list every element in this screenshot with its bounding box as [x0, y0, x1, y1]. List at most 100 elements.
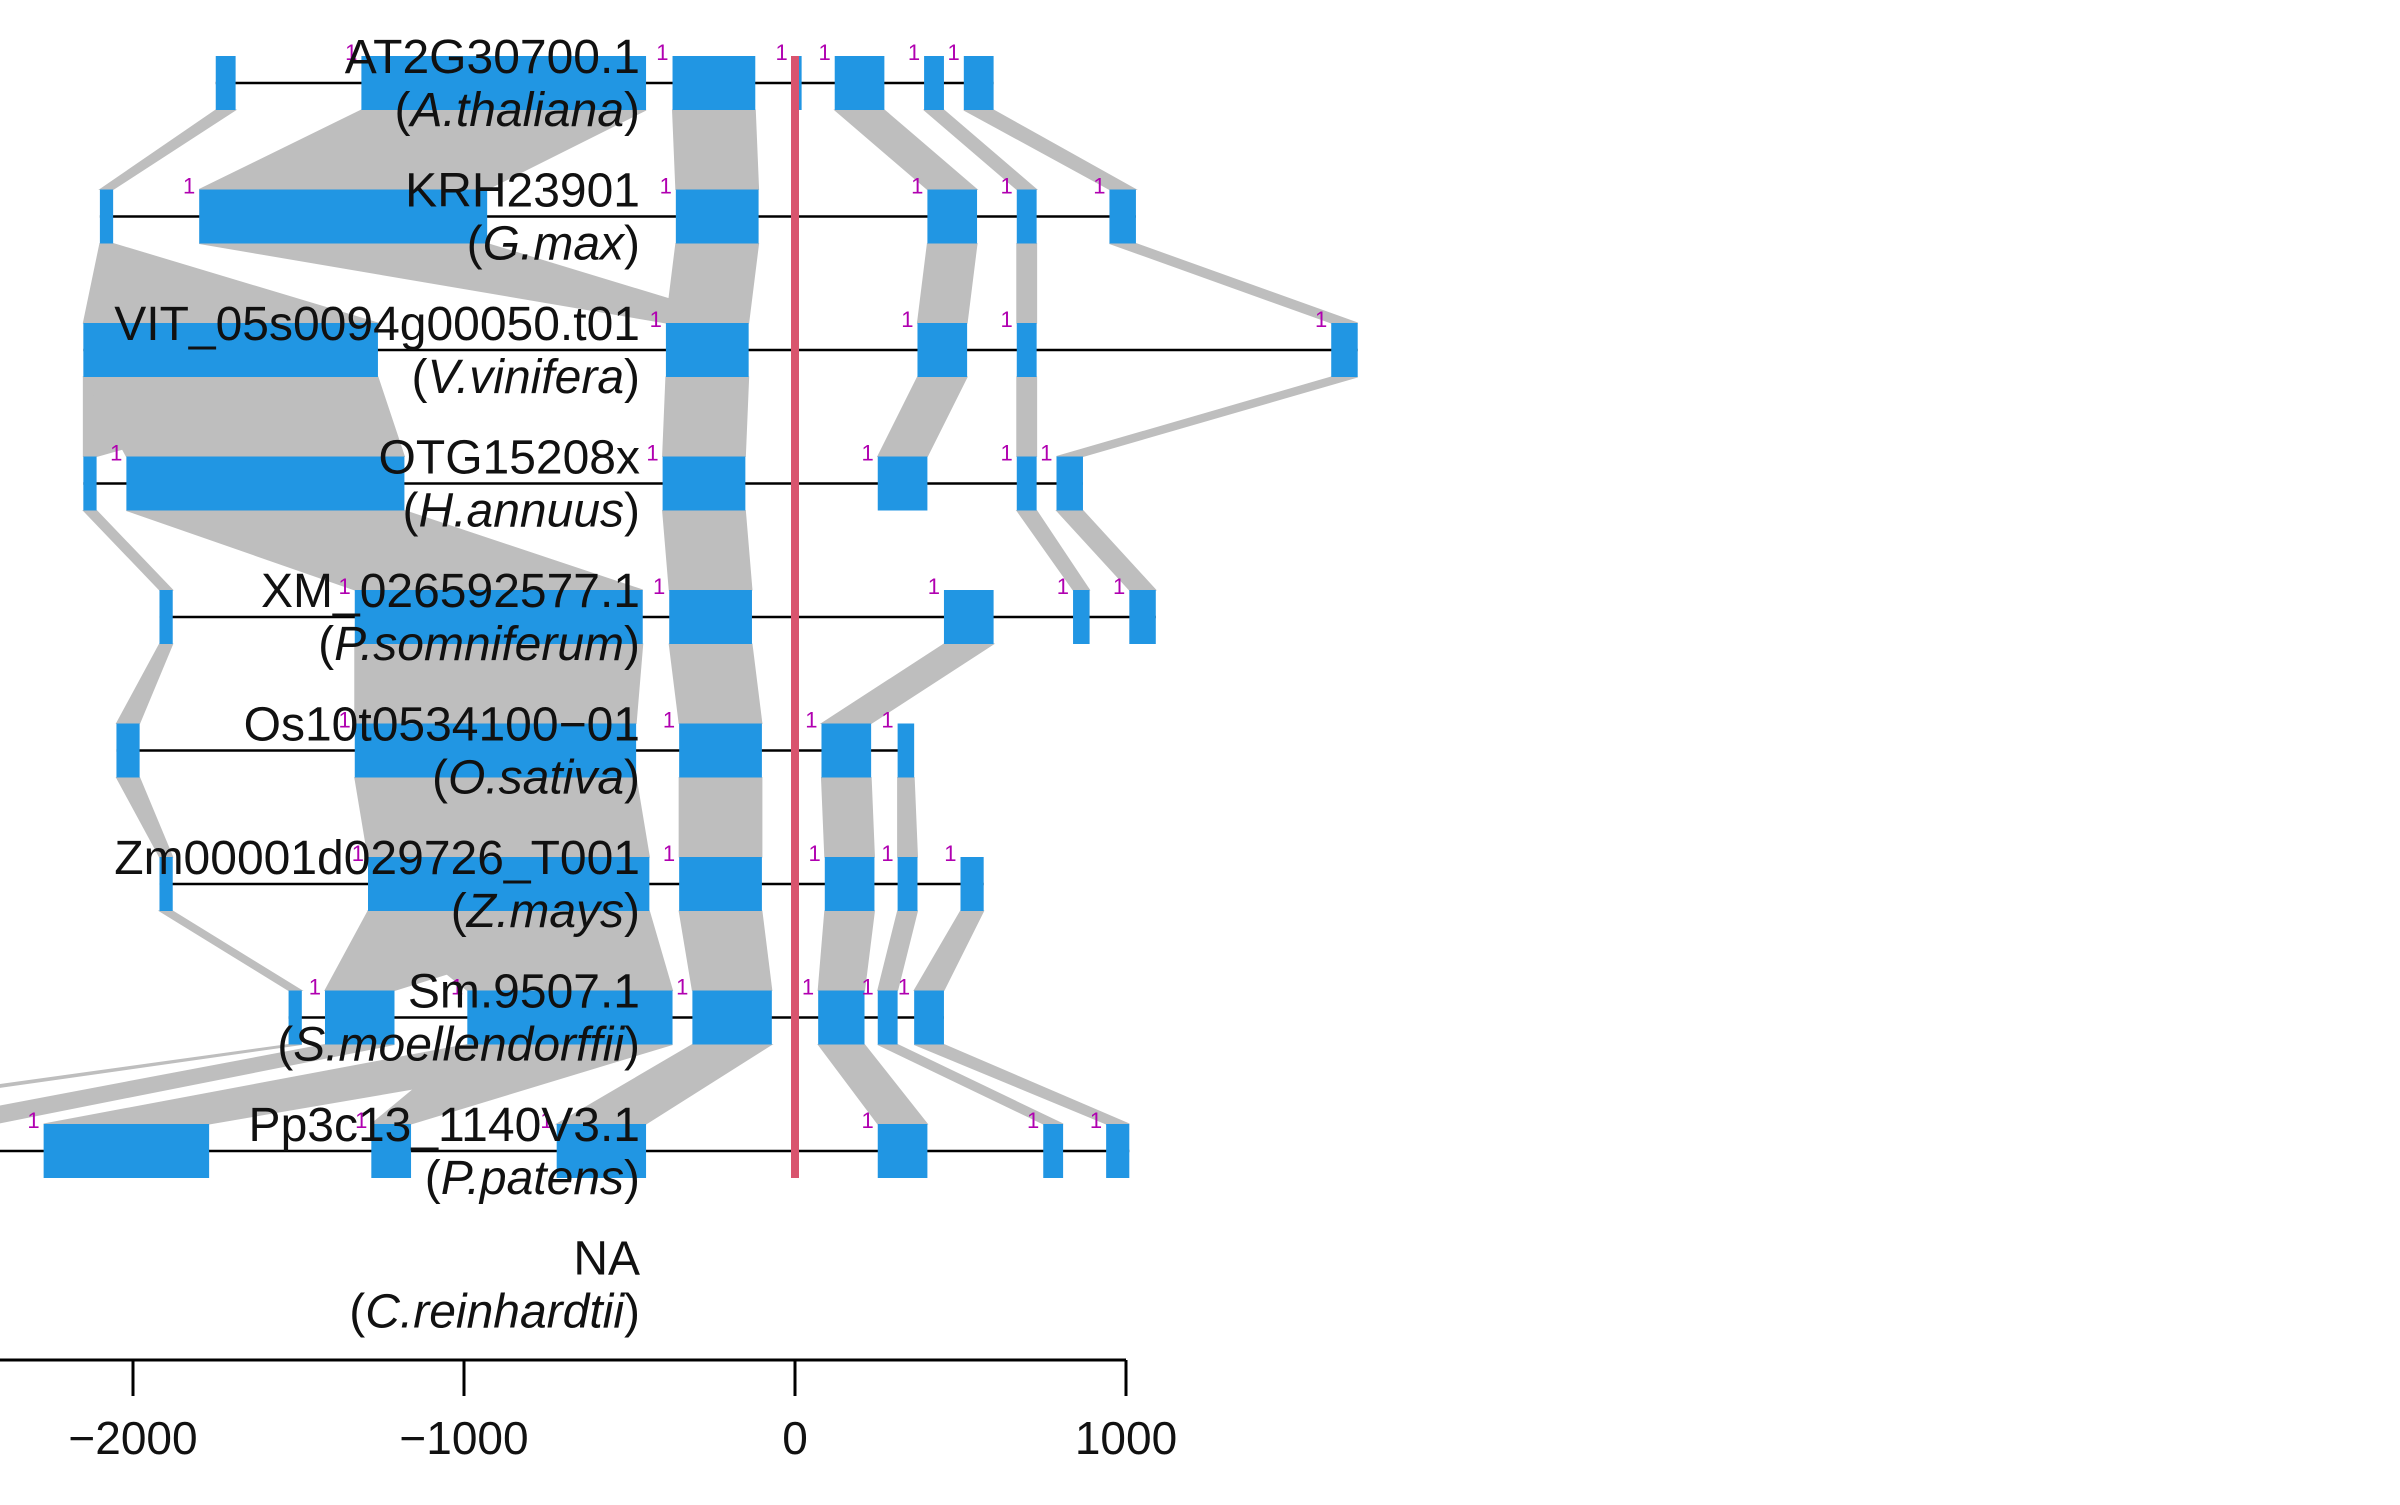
exon-block	[669, 590, 752, 644]
intron-phase-label: 1	[802, 975, 814, 1000]
homology-band	[1016, 376, 1038, 457]
intron-phase-label: 1	[663, 841, 675, 866]
homology-band	[820, 777, 875, 858]
exon-block	[368, 857, 650, 911]
homology-band	[913, 910, 985, 991]
gene-name-label: XM_026592577.1	[261, 565, 640, 618]
exon-block	[1331, 323, 1358, 377]
intron-phase-label: 1	[898, 975, 910, 1000]
intron-phase-label: 1	[1040, 441, 1052, 466]
species-label: (P.patens)	[425, 1152, 640, 1205]
homology-band	[98, 109, 238, 190]
exon-block	[675, 189, 759, 244]
gene-name-label: NA	[573, 1233, 640, 1286]
intron-phase-label: 1	[650, 307, 662, 332]
exon-block	[665, 323, 749, 377]
intron-phase-label: 1	[352, 841, 364, 866]
gene-labels: AT2G30700.1(A.thaliana) KRH23901(G.max) VI…	[114, 31, 640, 1339]
homology-band	[1016, 243, 1038, 324]
exon-block	[692, 990, 772, 1045]
axis-tick-label: 0	[782, 1412, 808, 1464]
exon-block	[960, 857, 984, 911]
intron-phase-label: 1	[345, 40, 357, 65]
exon-block	[83, 456, 97, 511]
species-label: (C.reinhardtii)	[349, 1286, 640, 1339]
axis-tick-label: −1000	[399, 1412, 528, 1464]
exon-block	[361, 56, 647, 110]
intron-phase-label: 1	[881, 841, 893, 866]
exon-block	[877, 990, 898, 1045]
intron-phase-label: 1	[1113, 574, 1125, 599]
species-label: (H.annuus)	[403, 485, 640, 538]
gene-name-label: VIT_05s0094g00050.t01	[114, 298, 640, 351]
intron-phase-label: 1	[911, 174, 923, 199]
species-label: (A.thaliana)	[395, 84, 640, 137]
intron-phase-label: 1	[656, 40, 668, 65]
gene-track: 1 1 1 1 1	[159, 574, 1156, 644]
intron-phase-label: 1	[660, 174, 672, 199]
species-label: (V.vinifera)	[412, 351, 641, 404]
intron-phase-label: 1	[110, 441, 122, 466]
intron-phase-label: 1	[862, 1108, 874, 1133]
homology-band	[1056, 376, 1358, 457]
species-label: (G.max)	[467, 218, 640, 271]
exon-block	[927, 189, 978, 244]
exon-block	[1056, 456, 1083, 511]
intron-phase-label: 1	[805, 708, 817, 733]
exon-block	[672, 56, 756, 110]
gene-name-label: KRH23901	[405, 165, 640, 218]
intron-phase-label: 1	[948, 40, 960, 65]
intron-phase-label: 1	[676, 975, 688, 1000]
exon-block	[1073, 590, 1090, 644]
homology-band	[115, 643, 174, 724]
gene-name-label: Sm.9507.1	[408, 966, 640, 1019]
species-label: (Z.mays)	[451, 885, 640, 938]
axis-tick-label: −2000	[68, 1412, 197, 1464]
gene-name-label: OTG15208x	[379, 432, 640, 485]
gene-tracks: 1 1 1 1 1 11 1 1 1 11 1 1 11 1 1 1 11 1 1 1 11 1 1 11 1 1 1 11 1 1 1 1 1…	[0, 40, 1358, 1178]
gene-name-label: Zm00001d029726_T001	[114, 832, 640, 885]
gene-track: 1 1 1 1 1	[83, 441, 1083, 511]
homology-bands	[0, 109, 1358, 1125]
exon-block	[662, 456, 746, 511]
homology-band	[916, 243, 978, 324]
intron-phase-label: 1	[1315, 307, 1327, 332]
intron-phase-label: 1	[355, 1108, 367, 1133]
species-name: Z.mays	[466, 885, 624, 938]
homology-band	[668, 643, 763, 724]
homology-band	[897, 777, 918, 858]
intron-phase-label: 1	[339, 708, 351, 733]
exon-block	[679, 857, 762, 911]
exon-block	[1016, 456, 1037, 511]
exon-block	[821, 723, 872, 778]
homology-band	[819, 643, 996, 724]
intron-phase-label: 1	[309, 975, 321, 1000]
intron-phase-label: 1	[862, 441, 874, 466]
intron-phase-label: 1	[944, 841, 956, 866]
exon-block	[215, 56, 236, 110]
intron-phase-label: 1	[862, 975, 874, 1000]
exon-block	[1043, 1124, 1064, 1178]
intron-phase-label: 1	[540, 1108, 552, 1133]
species-name: O.sativa	[448, 752, 624, 805]
exon-block	[1106, 1124, 1130, 1178]
intron-phase-label: 1	[881, 708, 893, 733]
anchor-line-layer	[791, 56, 799, 1178]
homology-band	[662, 376, 750, 457]
intron-phase-label: 1	[653, 574, 665, 599]
species-label: (O.sativa)	[432, 752, 640, 805]
exon-block	[43, 1124, 210, 1178]
exon-block	[556, 1124, 647, 1178]
exon-block	[99, 189, 114, 244]
exon-block	[917, 323, 968, 377]
exon-block	[679, 723, 762, 778]
exon-block	[914, 990, 944, 1045]
intron-phase-label: 1	[1001, 441, 1013, 466]
exon-block	[116, 723, 140, 778]
intron-phase-label: 1	[928, 574, 940, 599]
intron-phase-label: 1	[339, 574, 351, 599]
